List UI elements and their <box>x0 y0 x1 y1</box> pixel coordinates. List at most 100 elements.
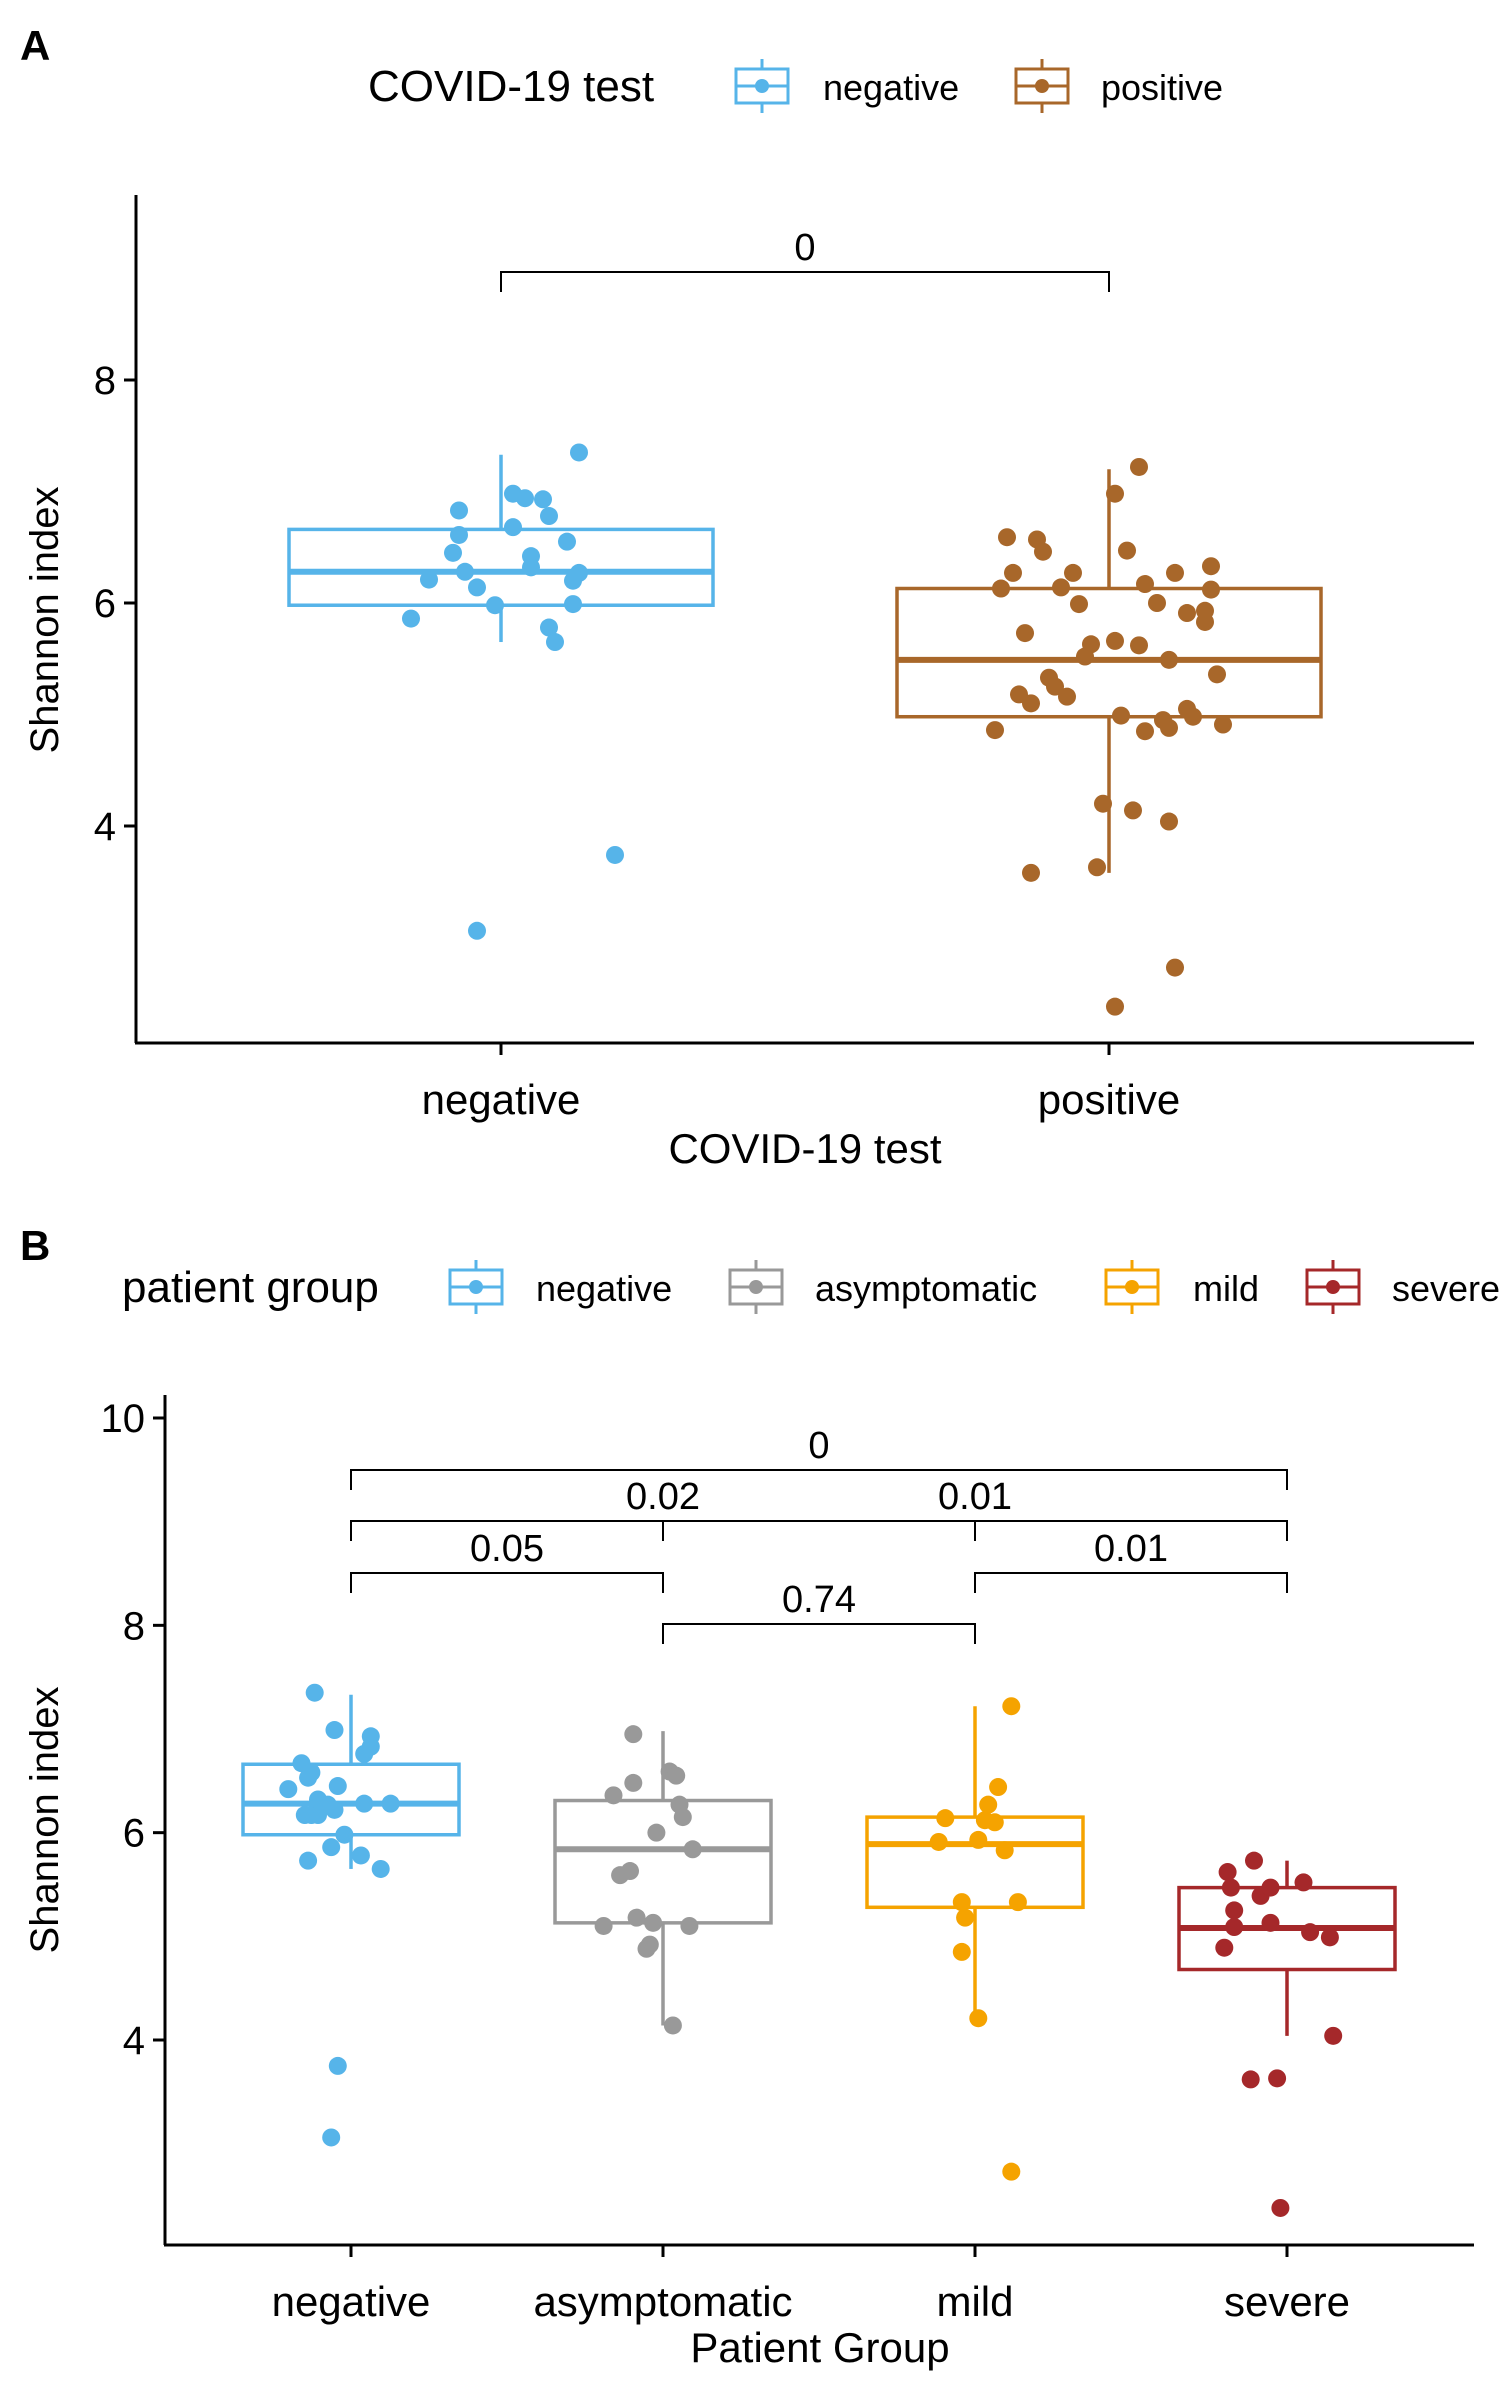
data-point-b-negative <box>322 2128 341 2147</box>
data-point-b-negative <box>279 1780 298 1799</box>
data-point-b-asymptomatic <box>663 2016 682 2035</box>
data-point-b-negative <box>325 1800 344 1819</box>
x-tick-label-b: asymptomatic <box>533 2278 792 2325</box>
x-tick-label-a: negative <box>422 1076 581 1123</box>
data-point-b-negative <box>302 1763 321 1782</box>
data-point-b-mild <box>969 2009 988 2028</box>
data-point-a-positive <box>1214 715 1232 734</box>
data-point-a-positive <box>1022 863 1040 882</box>
legend-label-a-positive: positive <box>1101 67 1223 108</box>
comparison-bracket-b: 0.02 <box>350 1476 976 1541</box>
data-point-b-severe <box>1294 1873 1313 1892</box>
data-point-b-asymptomatic <box>621 1862 639 1881</box>
box-body <box>287 527 715 607</box>
legend-dot <box>469 1280 483 1294</box>
data-point-b-negative <box>371 1859 390 1878</box>
data-point-a-positive <box>1130 457 1148 476</box>
x-tick-label-b: severe <box>1224 2278 1350 2325</box>
data-point-b-mild <box>1002 1697 1021 1716</box>
data-point-b-asymptomatic <box>673 1808 692 1827</box>
y-ticks-a: 4 6 8 <box>94 359 136 849</box>
data-point-a-positive <box>1106 484 1124 503</box>
data-point-a-positive <box>1070 595 1088 614</box>
data-point-b-negative <box>328 2056 347 2075</box>
legend-dot <box>1326 1280 1340 1294</box>
panel-a: A COVID-19 test negative positive 4 6 8 ne… <box>20 22 1474 1172</box>
data-point-a-positive <box>1166 958 1184 977</box>
legend-key-b-asymptomatic <box>728 1260 784 1314</box>
data-point-a-positive <box>1106 631 1124 650</box>
comparison-bracket-b: 0.01 <box>974 1528 1288 1593</box>
x-tick-label-b: mild <box>936 2278 1013 2325</box>
bracket-line <box>500 271 1110 292</box>
data-point-a-negative <box>540 618 558 637</box>
data-point-a-negative <box>540 507 558 526</box>
data-point-a-positive <box>1178 604 1196 623</box>
bracket-line <box>350 1469 1288 1490</box>
data-point-a-negative <box>516 489 534 508</box>
legend-label-a-negative: negative <box>823 67 959 108</box>
data-point-a-negative <box>450 525 468 544</box>
data-point-a-positive <box>1112 706 1130 725</box>
points-a <box>402 443 1232 1016</box>
p-value-label: 0.01 <box>938 1476 1012 1518</box>
data-point-a-negative <box>534 490 552 509</box>
data-point-a-negative <box>420 570 438 589</box>
box-b-severe <box>1177 1860 1397 2036</box>
data-point-a-positive <box>1196 601 1214 620</box>
data-point-a-negative <box>570 443 588 462</box>
box-body <box>553 1798 773 1925</box>
x-ticks-b: negative asymptomatic mild severe <box>272 2245 1350 2325</box>
legend-dot <box>749 1280 763 1294</box>
y-tick-label-b: 6 <box>123 1812 145 1856</box>
data-point-b-severe <box>1225 1901 1244 1920</box>
legend-label-b-asymptomatic: asymptomatic <box>815 1268 1037 1309</box>
legend-key-b-severe <box>1305 1260 1361 1314</box>
data-point-b-asymptomatic <box>680 1916 699 1935</box>
data-point-a-positive <box>1034 542 1052 561</box>
data-point-b-asymptomatic <box>604 1786 623 1805</box>
data-point-a-positive <box>1088 858 1106 877</box>
data-point-a-positive <box>1130 636 1148 655</box>
legend-label-b-severe: severe <box>1392 1268 1500 1309</box>
data-point-a-positive <box>998 528 1016 547</box>
panel-b: B patient group negative asymptomatic mi… <box>20 1222 1500 2371</box>
data-point-a-positive <box>1094 794 1112 813</box>
data-point-a-positive <box>1160 650 1178 669</box>
y-tick-label-b: 8 <box>123 1604 145 1648</box>
data-point-b-negative <box>328 1777 347 1796</box>
data-point-b-negative <box>361 1737 380 1756</box>
data-point-b-severe <box>1241 2070 1260 2089</box>
points-b <box>279 1683 1343 2217</box>
legend-title-b: patient group <box>122 1263 379 1312</box>
bracket-line <box>662 1623 976 1644</box>
legend-dot <box>1035 79 1049 93</box>
data-point-b-negative <box>325 1721 344 1740</box>
data-point-b-mild <box>1002 2162 1021 2181</box>
data-point-b-asymptomatic <box>627 1908 646 1927</box>
data-point-a-negative <box>564 595 582 614</box>
data-point-a-positive <box>1046 677 1064 696</box>
data-point-a-positive <box>992 579 1010 598</box>
data-point-a-negative <box>570 563 588 582</box>
x-axis-title-a: COVID-19 test <box>668 1125 941 1172</box>
data-point-a-positive <box>1016 624 1034 643</box>
data-point-a-positive <box>1184 707 1202 726</box>
bracket-line <box>350 1572 664 1593</box>
data-point-b-severe <box>1218 1863 1237 1882</box>
legend-label-b-negative: negative <box>536 1268 672 1309</box>
p-value-label: 0.02 <box>626 1476 700 1518</box>
comparison-bracket-b: 0.74 <box>662 1579 976 1644</box>
box-body <box>865 1815 1085 1910</box>
data-point-b-negative <box>305 1683 324 1702</box>
y-tick-label-a: 6 <box>94 582 116 626</box>
data-point-b-asymptomatic <box>624 1725 643 1744</box>
data-point-a-positive <box>1118 541 1136 560</box>
data-point-b-mild <box>995 1841 1014 1860</box>
box-body <box>241 1762 461 1837</box>
data-point-b-asymptomatic <box>683 1840 702 1859</box>
data-point-a-negative <box>468 578 486 597</box>
data-point-a-positive <box>1160 718 1178 737</box>
data-point-b-asymptomatic <box>594 1916 613 1935</box>
data-point-b-mild <box>929 1832 948 1851</box>
